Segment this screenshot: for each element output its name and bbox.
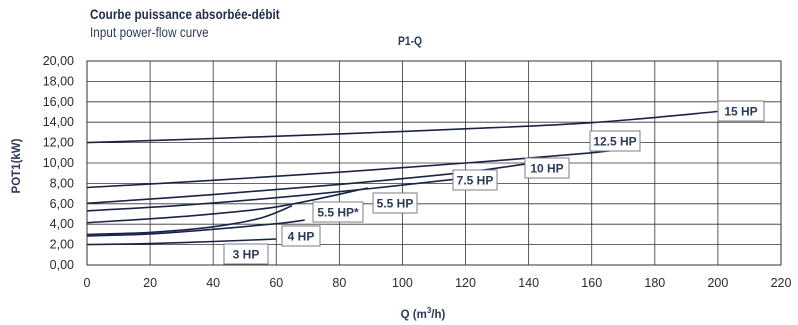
x-axis-title: Q (m3/h)	[401, 306, 446, 321]
x-tick-label: 40	[206, 276, 220, 290]
curve-5-5-hp	[86, 205, 293, 236]
x-tick-labels: 0 20 40 60 80 100 120 140 160 180 200 220	[84, 276, 792, 290]
curve-label-box	[589, 130, 641, 152]
curve-label: 5.5 HP*	[317, 206, 359, 220]
y-tick-label: 14,00	[43, 115, 74, 129]
x-tick-label: 100	[392, 276, 413, 290]
y-tick-label: 10,00	[43, 156, 74, 170]
curve-label-layer: 15 HP 12.5 HP 10 HP 7.5 HP 5.5 HP 5.5 HP*4 HP…	[223, 100, 765, 265]
y-tick-label: 2,00	[50, 238, 74, 252]
chart-title-en: Input power-flow curve	[90, 25, 209, 40]
curve-label: 7.5 HP	[457, 174, 494, 188]
chart-label: P1-Q	[398, 34, 423, 48]
x-axis-title-sup: 3	[427, 306, 432, 315]
y-tick-labels: 0,00 2,00 4,00 6,00 8,00 10,00 12,00 14,00 16,00…	[43, 54, 74, 272]
x-tick-label: 140	[518, 276, 539, 290]
y-tick-label: 0,00	[50, 258, 74, 272]
curve-10-hp	[86, 158, 561, 205]
x-tick-label: 220	[771, 276, 792, 290]
y-tick-label: 6,00	[50, 197, 74, 211]
curve-label: 12.5 HP	[593, 135, 636, 149]
y-tick-label: 4,00	[50, 217, 74, 231]
curve-label: 15 HP	[724, 105, 757, 119]
y-tick-label: 20,00	[43, 54, 74, 68]
curve-label: 3 HP	[233, 248, 260, 262]
curve-label-box	[372, 192, 418, 214]
curve-label: 4 HP	[288, 230, 315, 244]
curve-12-5-hp	[86, 145, 640, 189]
x-tick-label: 0	[84, 276, 91, 290]
x-axis-title-main: Q (m	[401, 309, 427, 321]
x-tick-label: 60	[269, 276, 283, 290]
chart-title-fr: Courbe puissance absorbée-débit	[90, 7, 280, 22]
x-tick-label: 200	[707, 276, 728, 290]
y-axis-title: POT1(kW)	[11, 138, 23, 193]
x-tick-label: 180	[644, 276, 665, 290]
y-tick-label: 12,00	[43, 136, 74, 150]
curve-layer	[86, 110, 718, 246]
x-tick-label: 160	[581, 276, 602, 290]
curve-label-box	[281, 225, 321, 247]
x-tick-label: 80	[332, 276, 346, 290]
curve-label-box	[223, 243, 269, 265]
y-tick-label: 16,00	[43, 95, 74, 109]
curve-label-box	[452, 169, 498, 191]
curve-4-hp	[86, 219, 305, 237]
curve-label-box	[524, 157, 570, 179]
y-tick-label: 18,00	[43, 74, 74, 88]
curve-label-box	[717, 100, 765, 122]
x-tick-label: 20	[143, 276, 157, 290]
grid-layer	[86, 60, 782, 266]
curve-label: 5.5 HP	[377, 197, 414, 211]
curve-5-5-hp	[86, 187, 368, 224]
curve-15-hp	[86, 110, 718, 144]
curve-label: 10 HP	[530, 162, 563, 176]
curve-label-box	[312, 201, 364, 223]
curve-7-5-hp	[86, 175, 482, 212]
y-tick-label: 8,00	[50, 176, 74, 190]
x-axis-title-end: /h)	[431, 309, 445, 321]
x-tick-label: 120	[455, 276, 476, 290]
curve-3-hp	[86, 238, 277, 246]
